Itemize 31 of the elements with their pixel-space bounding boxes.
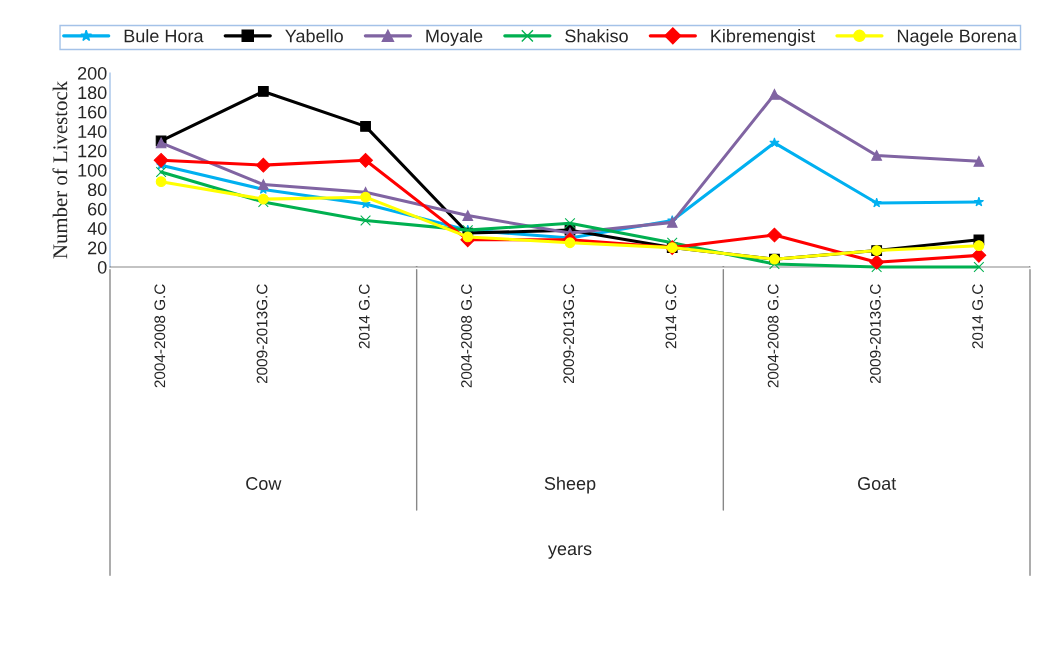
y-tick-label: 40 [87,222,107,235]
text: years [547,545,592,559]
y-axis-title: Number of Livestock [52,80,68,259]
x-tick-label: 2009-2013G.C [869,284,881,384]
y-tick-label: 0 [97,260,107,274]
y-tick-label: 60 [88,202,107,216]
legend-label: Yabello [285,29,343,43]
y-tick-label: 160 [78,105,107,119]
text: Goat [858,477,897,490]
legend-label: Shakiso [565,29,628,43]
y-tick-label: 20 [88,241,107,255]
text: Sheep [544,476,596,494]
y-tick-label: 120 [78,144,107,158]
x-tick-label: 2014 G.C [358,284,370,349]
x-tick-label: 2004-2008 G.C [154,284,166,388]
y-tick-label: 140 [78,125,107,138]
x-tick-label: 2004-2008 G.C [461,284,472,388]
legend-label: Kibremengist [711,29,816,46]
y-tick-label: 180 [78,86,107,100]
x-tick-label: 2004-2008 G.C [767,284,779,388]
legend-label: Bule Hora [124,29,204,43]
legend-label: Moyale [426,29,483,46]
x-tick-label: 2014 G.C [665,284,677,349]
legend-label: Nagele Borena [897,29,1017,46]
x-tick-label: 2009-2013G.C [563,284,575,384]
text: Cow [246,477,282,490]
y-tick-label: 200 [78,66,107,80]
y-tick-label: 80 [87,183,107,197]
x-tick-label: 2014 G.C [972,284,983,349]
x-tick-label: 2009-2013G.C [256,284,268,384]
y-tick-label: 100 [78,163,107,177]
